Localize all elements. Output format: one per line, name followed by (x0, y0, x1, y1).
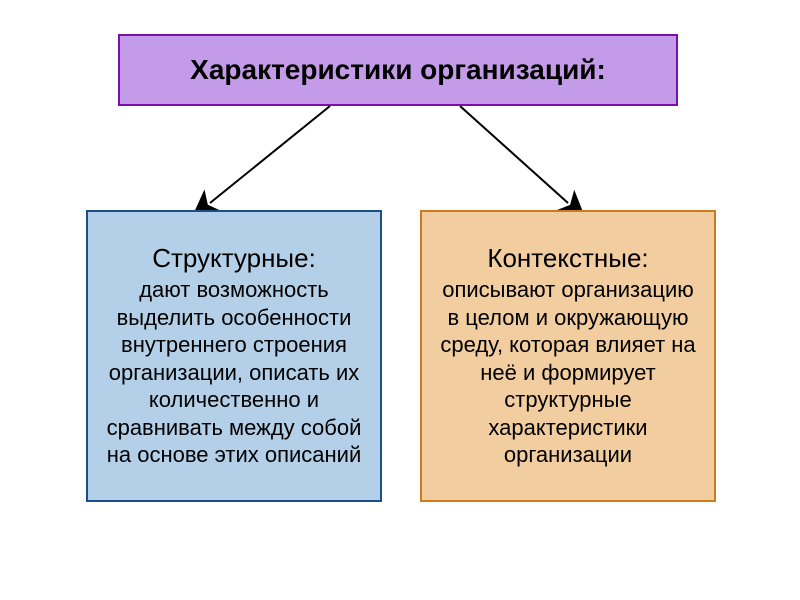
right-box: Контекстные: описывают организацию в цел… (420, 210, 716, 502)
arrow-right (460, 106, 568, 203)
left-heading: Структурные: (100, 243, 368, 274)
arrow-left (210, 106, 330, 203)
right-body: описывают организацию в целом и окружающ… (434, 276, 702, 469)
left-body: дают возможность выделить особенности вн… (100, 276, 368, 469)
title-text: Характеристики организаций: (132, 54, 664, 86)
right-heading: Контекстные: (434, 243, 702, 274)
diagram-canvas: Характеристики организаций: Структурные:… (0, 0, 800, 600)
left-box: Структурные: дают возможность выделить о… (86, 210, 382, 502)
title-box: Характеристики организаций: (118, 34, 678, 106)
